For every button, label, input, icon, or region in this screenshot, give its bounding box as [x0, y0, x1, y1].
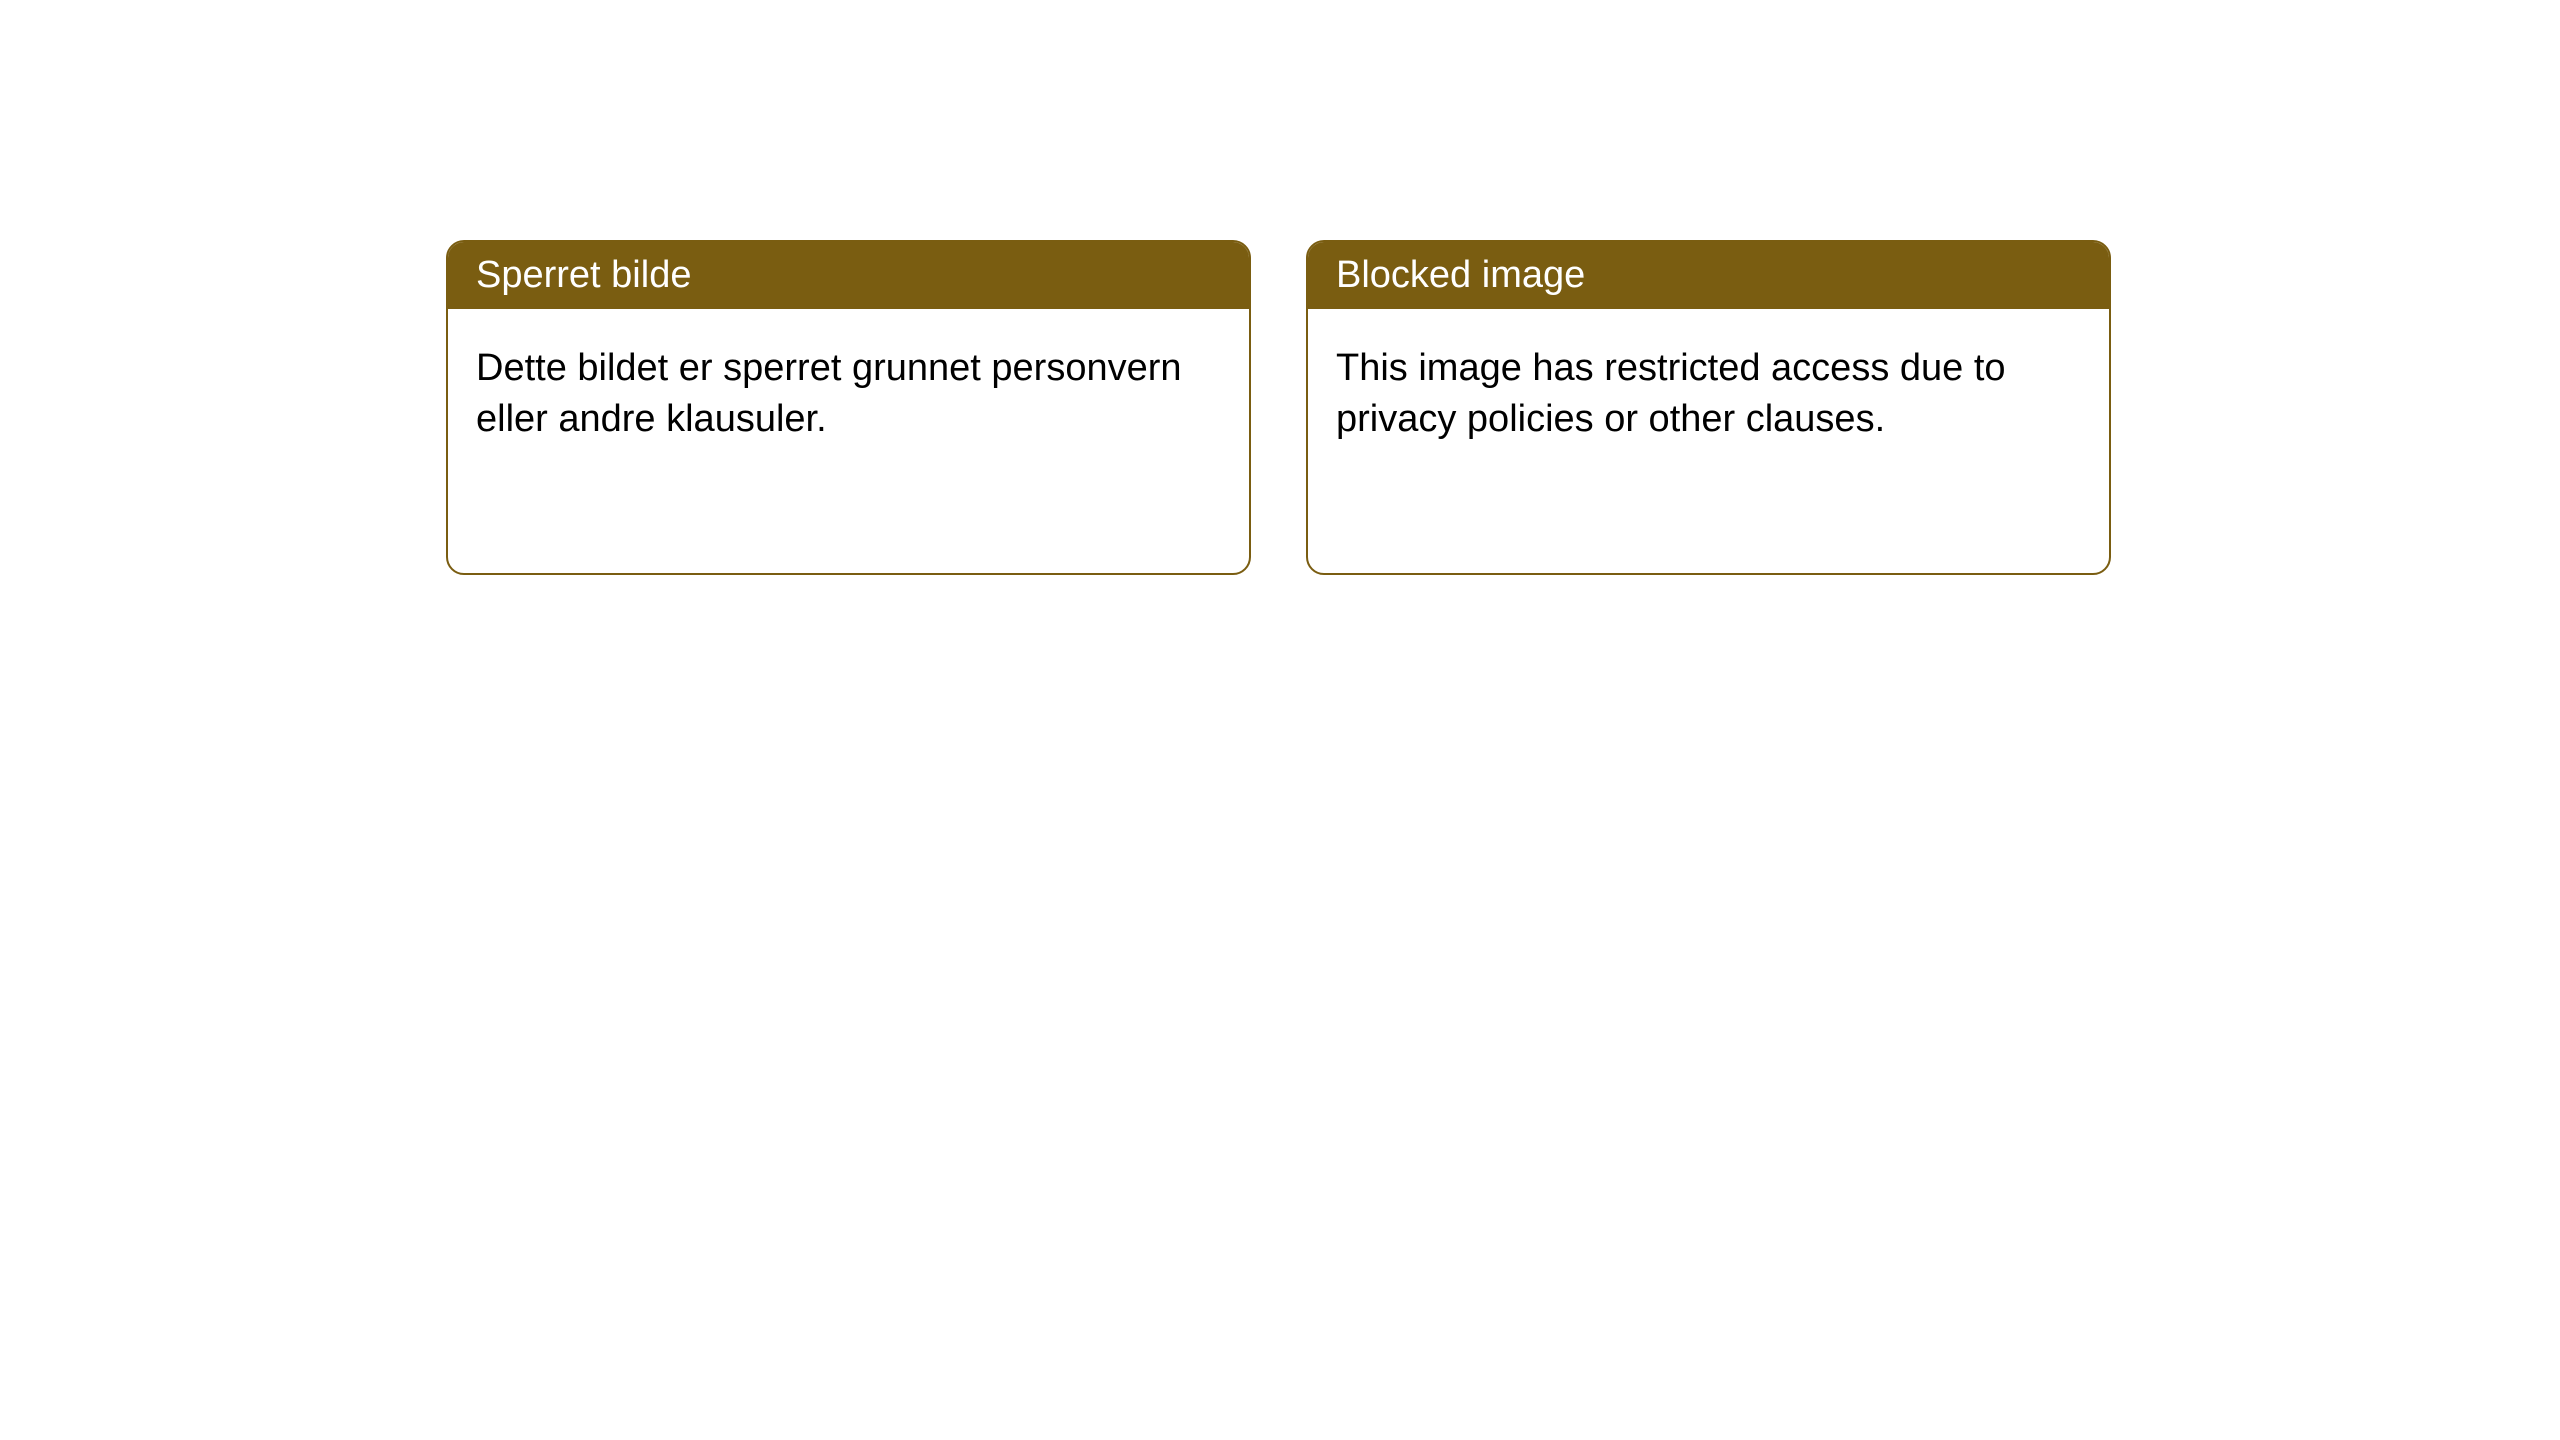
notice-body: This image has restricted access due to … [1308, 309, 2109, 480]
notice-body: Dette bildet er sperret grunnet personve… [448, 309, 1249, 480]
notice-card-english: Blocked image This image has restricted … [1306, 240, 2111, 575]
notice-header: Blocked image [1308, 242, 2109, 309]
notice-cards-row: Sperret bilde Dette bildet er sperret gr… [446, 240, 2111, 575]
notice-card-norwegian: Sperret bilde Dette bildet er sperret gr… [446, 240, 1251, 575]
notice-header: Sperret bilde [448, 242, 1249, 309]
